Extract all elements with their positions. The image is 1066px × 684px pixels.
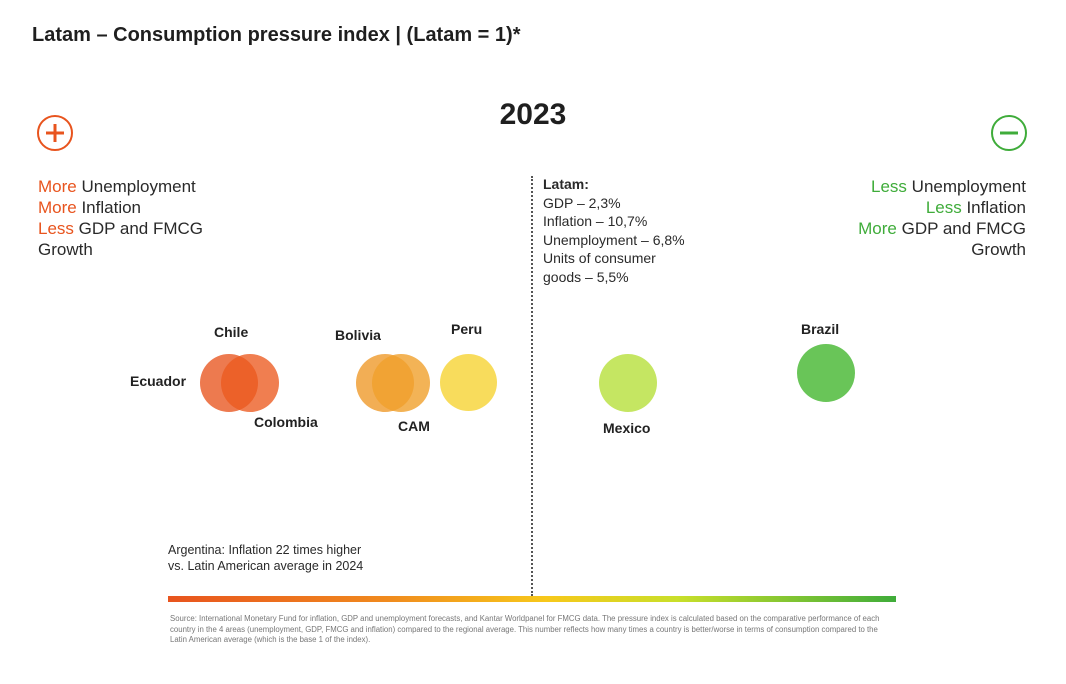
right-legend-line-gdp: More GDP and FMCG (820, 218, 1026, 239)
colombia-bubble (221, 354, 279, 412)
latam-inflation: Inflation – 10,7% (543, 213, 648, 229)
brazil-bubble (797, 344, 855, 402)
mexico-bubble (599, 354, 657, 412)
right-legend: Less Unemployment Less Inflation More GD… (820, 176, 1026, 260)
page-title: Latam – Consumption pressure index | (La… (32, 24, 521, 46)
right-legend-line-unemployment: Less Unemployment (820, 176, 1026, 197)
plus-icon (37, 115, 73, 151)
legend-text: Unemployment (906, 177, 1026, 196)
colombia-label: Colombia (254, 414, 318, 430)
minus-icon (991, 115, 1027, 151)
right-legend-line-inflation: Less Inflation (820, 197, 1026, 218)
legend-text: GDP and FMCG (896, 219, 1026, 238)
latam-average-divider (531, 176, 533, 596)
source-note: Source: International Monetary Fund for … (170, 614, 880, 644)
chile-label: Chile (214, 324, 249, 340)
legend-text: GDP and FMCG (73, 219, 204, 238)
left-legend-line-unemployment: More Unemployment (38, 176, 258, 197)
latam-summary: Latam: GDP – 2,3% Inflation – 10,7% Unem… (543, 175, 743, 286)
left-legend: More Unemployment More Inflation Less GD… (38, 176, 258, 260)
cam-label: CAM (398, 418, 430, 434)
left-legend-line-gdp: Less GDP and FMCG (38, 218, 258, 239)
mexico-label: Mexico (603, 420, 651, 436)
argentina-note: Argentina: Inflation 22 times higher vs.… (168, 543, 364, 573)
cam-bubble (372, 354, 430, 412)
legend-keyword: More (38, 177, 77, 196)
left-legend-line-inflation: More Inflation (38, 197, 258, 218)
peru-bubble (440, 354, 497, 411)
legend-text: Inflation (961, 198, 1026, 217)
legend-keyword: Less (925, 198, 962, 217)
pressure-scale-bar (168, 596, 896, 602)
ecuador-label: Ecuador (130, 373, 187, 389)
latam-unemployment: Unemployment – 6,8% (543, 231, 685, 248)
right-legend-tail: Growth (971, 240, 1026, 259)
legend-keyword: More (38, 198, 77, 217)
legend-keyword: Less (871, 177, 907, 196)
bolivia-label: Bolivia (335, 327, 381, 343)
legend-keyword: More (858, 219, 897, 238)
latam-heading: Latam: (543, 176, 589, 192)
brazil-label: Brazil (801, 321, 840, 337)
peru-label: Peru (451, 321, 483, 337)
legend-text: Unemployment (76, 177, 196, 196)
legend-keyword: Less (38, 219, 74, 238)
year-heading: 2023 (499, 98, 567, 131)
latam-consumer-line1: Units of consumer (543, 250, 656, 266)
latam-consumer-line2: goods – 5,5% (543, 268, 629, 285)
legend-text: Inflation (76, 198, 141, 217)
latam-gdp: GDP – 2,3% (543, 194, 621, 211)
left-legend-tail: Growth (38, 240, 93, 259)
